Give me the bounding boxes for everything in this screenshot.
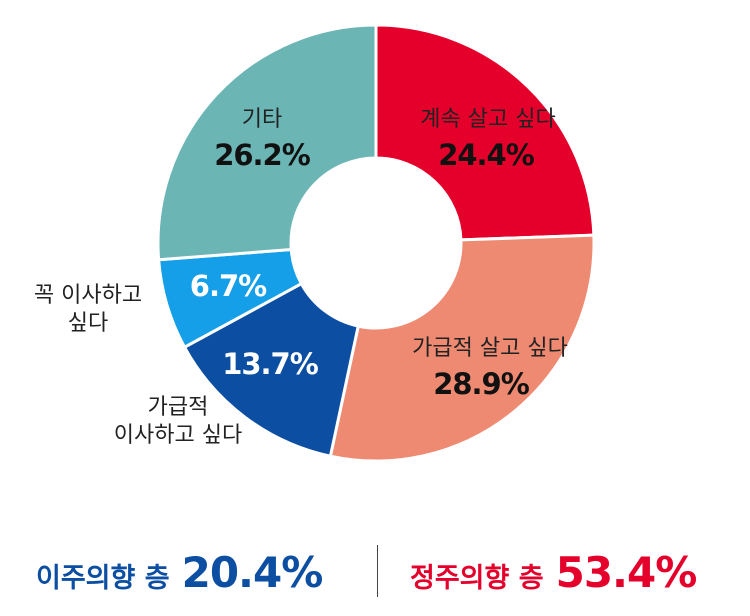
migration-intention-summary: 이주의향 층 20.4% [36,548,324,598]
slice-value-label-must-move: 6.7% [190,269,267,303]
summary-divider [377,545,378,597]
slice-category-label-prefer-moving: 가급적 이사하고 싶다 [114,395,242,448]
migration-intention-value: 20.4% [181,548,324,597]
settlement-intention-label: 정주의향 층 [410,563,544,594]
slice-category-label-keep-living: 계속 살고 싶다 [420,107,555,132]
slice-category-label-must-move: 꼭 이사하고 싶다 [34,283,142,336]
donut-slice-prefer-moving [182,281,361,458]
settlement-intention-value: 53.4% [555,548,698,597]
donut-slice-other [156,23,378,262]
donut-slice-prefer-living [328,233,596,463]
slice-value-label-keep-living: 24.4% [438,138,535,172]
slice-category-label-prefer-living: 가급적 살고 싶다 [412,336,568,361]
slice-value-label-prefer-living: 28.9% [433,367,530,401]
slice-value-label-prefer-moving: 13.7% [222,347,319,381]
donut-slice-keep-living [374,23,596,242]
slice-value-label-other: 26.2% [214,138,311,172]
migration-intention-label: 이주의향 층 [36,563,170,594]
slice-category-label-other: 기타 [242,107,282,132]
settlement-intention-summary: 정주의향 층 53.4% [410,548,698,598]
